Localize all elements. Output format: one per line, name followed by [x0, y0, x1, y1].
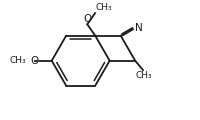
Text: CH₃: CH₃	[135, 71, 152, 80]
Text: CH₃: CH₃	[10, 56, 26, 65]
Text: CH₃: CH₃	[96, 3, 112, 12]
Text: N: N	[135, 23, 143, 33]
Text: O: O	[31, 56, 39, 66]
Text: O: O	[83, 14, 91, 24]
